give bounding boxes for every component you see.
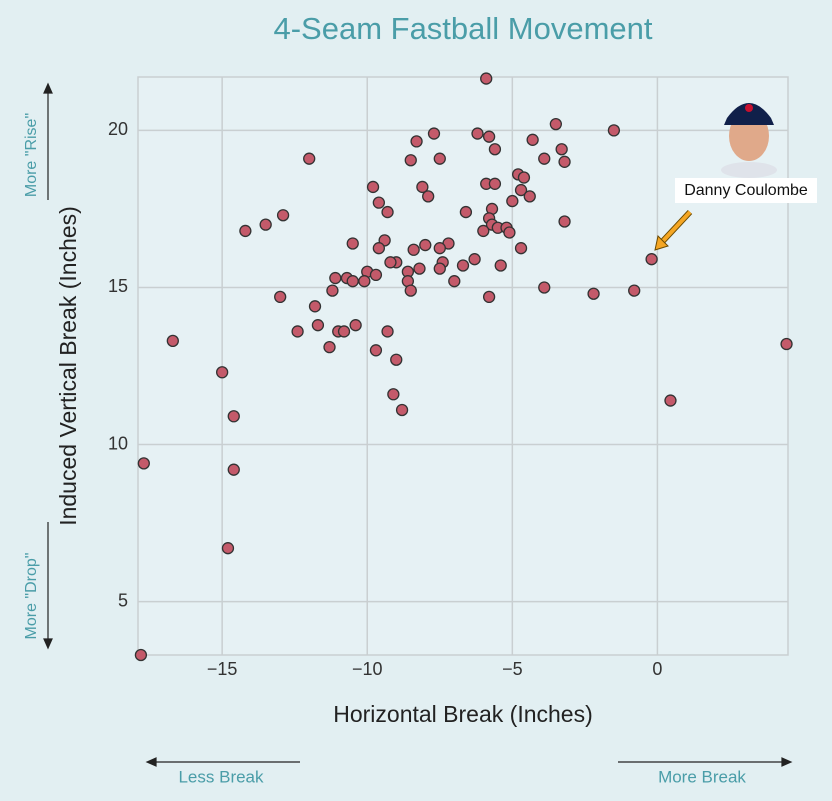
point [433, 242, 446, 255]
point [404, 154, 417, 167]
point [514, 242, 528, 255]
point [555, 143, 568, 156]
point [433, 262, 446, 275]
point [387, 388, 400, 401]
point [488, 177, 502, 190]
chart-title: 4-Seam Fastball Movement [273, 11, 652, 46]
point [587, 287, 600, 300]
point [308, 300, 322, 313]
x-tick-label: −15 [207, 659, 238, 679]
point [259, 218, 272, 231]
point [407, 243, 420, 256]
point [607, 124, 621, 137]
y-tick-label: 5 [118, 590, 128, 610]
point [372, 196, 385, 209]
point [221, 542, 235, 555]
direction-arrows [43, 82, 793, 767]
point [664, 394, 677, 407]
x-tick-label: −10 [352, 659, 383, 679]
point [413, 262, 426, 275]
point [311, 319, 325, 332]
point [291, 325, 304, 338]
point [780, 337, 793, 351]
point [456, 259, 470, 272]
point [523, 190, 536, 203]
point [227, 463, 240, 476]
point [369, 268, 383, 282]
y-tick-label: 15 [108, 276, 128, 296]
point [538, 152, 551, 165]
point [514, 183, 528, 197]
point [346, 275, 359, 288]
point [329, 271, 342, 285]
annotation-box [675, 178, 817, 203]
point [482, 290, 496, 304]
point [628, 284, 641, 297]
direction-label: More "Rise" [23, 113, 40, 197]
point [558, 215, 571, 228]
point [274, 290, 287, 304]
point [323, 341, 336, 354]
point [480, 72, 493, 85]
point [134, 648, 148, 662]
point [427, 127, 441, 140]
point [276, 209, 290, 222]
annotation: Danny Coulombe [684, 182, 808, 199]
point [366, 180, 380, 194]
y-axis-label: Induced Vertical Break (Inches) [55, 206, 81, 526]
y-tick-label: 10 [108, 433, 128, 453]
y-tick-label: 20 [108, 119, 128, 139]
point [216, 366, 229, 379]
point [303, 152, 316, 165]
point [558, 155, 571, 168]
point [381, 325, 394, 338]
point [137, 457, 150, 470]
point [395, 403, 409, 417]
direction-label: More Break [658, 767, 746, 786]
point [166, 334, 179, 348]
x-tick-label: −5 [502, 659, 523, 679]
plot-area [137, 76, 789, 656]
point [381, 205, 394, 219]
direction-label: More "Drop" [23, 553, 40, 640]
point [384, 256, 397, 269]
point [503, 226, 516, 239]
point [433, 152, 446, 165]
point [477, 224, 490, 238]
x-axis-label: Horizontal Break (Inches) [333, 701, 593, 727]
point [549, 117, 563, 131]
point [517, 171, 531, 184]
point [390, 353, 403, 366]
point [358, 275, 371, 288]
point [416, 180, 429, 194]
point [459, 205, 473, 219]
point [482, 130, 496, 143]
x-tick-label: 0 [652, 659, 662, 679]
point [468, 253, 481, 266]
point [239, 224, 252, 238]
point [349, 319, 362, 332]
point [372, 242, 385, 255]
annotation-arrow [654, 209, 693, 251]
point [494, 259, 507, 272]
point [326, 284, 339, 297]
point [337, 325, 351, 338]
point [369, 344, 383, 357]
point [526, 133, 539, 146]
point [645, 253, 658, 266]
direction-label: Less Break [178, 767, 264, 786]
point [506, 194, 519, 208]
point [422, 190, 435, 203]
point [227, 410, 240, 423]
point [488, 143, 502, 156]
point [419, 238, 432, 252]
point [346, 237, 359, 250]
point [471, 127, 484, 140]
point [410, 135, 423, 148]
point [404, 284, 417, 297]
headshot [721, 103, 777, 178]
point [538, 281, 551, 294]
point [448, 275, 461, 288]
